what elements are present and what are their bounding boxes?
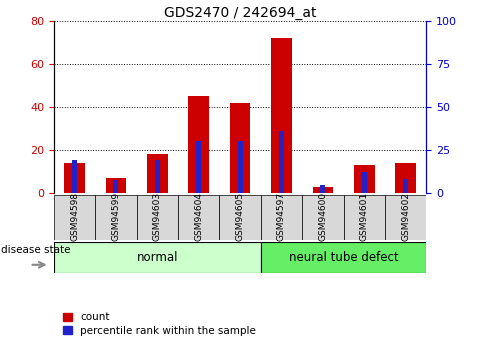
Bar: [320, 185, 325, 193]
Bar: [261, 241, 426, 273]
Bar: [188, 96, 209, 193]
Text: disease state: disease state: [1, 245, 71, 255]
Bar: [362, 171, 367, 193]
Bar: [343, 195, 385, 240]
Text: GSM94599: GSM94599: [111, 192, 121, 241]
Bar: [147, 155, 168, 193]
Bar: [230, 103, 250, 193]
Bar: [395, 163, 416, 193]
Bar: [261, 195, 302, 240]
Bar: [72, 160, 77, 193]
Text: GSM94601: GSM94601: [360, 192, 369, 241]
Bar: [64, 163, 85, 193]
Bar: [385, 195, 426, 240]
Text: GSM94603: GSM94603: [153, 192, 162, 241]
Bar: [196, 141, 201, 193]
Bar: [106, 178, 126, 193]
Legend: count, percentile rank within the sample: count, percentile rank within the sample: [59, 308, 260, 340]
Bar: [354, 165, 374, 193]
Text: normal: normal: [137, 250, 178, 264]
Bar: [220, 195, 261, 240]
Title: GDS2470 / 242694_at: GDS2470 / 242694_at: [164, 6, 317, 20]
Text: GSM94602: GSM94602: [401, 192, 410, 241]
Bar: [54, 241, 261, 273]
Text: GSM94600: GSM94600: [318, 192, 327, 241]
Bar: [279, 131, 284, 193]
Bar: [313, 187, 333, 193]
Bar: [137, 195, 178, 240]
Text: GSM94597: GSM94597: [277, 192, 286, 241]
Bar: [403, 179, 408, 193]
Bar: [54, 195, 95, 240]
Bar: [155, 160, 160, 193]
Bar: [302, 195, 343, 240]
Text: GSM94598: GSM94598: [70, 192, 79, 241]
Bar: [178, 195, 220, 240]
Bar: [95, 195, 137, 240]
Text: GSM94605: GSM94605: [236, 192, 245, 241]
Bar: [238, 141, 243, 193]
Text: neural tube defect: neural tube defect: [289, 250, 398, 264]
Text: GSM94604: GSM94604: [194, 192, 203, 241]
Bar: [114, 180, 119, 193]
Bar: [271, 38, 292, 193]
